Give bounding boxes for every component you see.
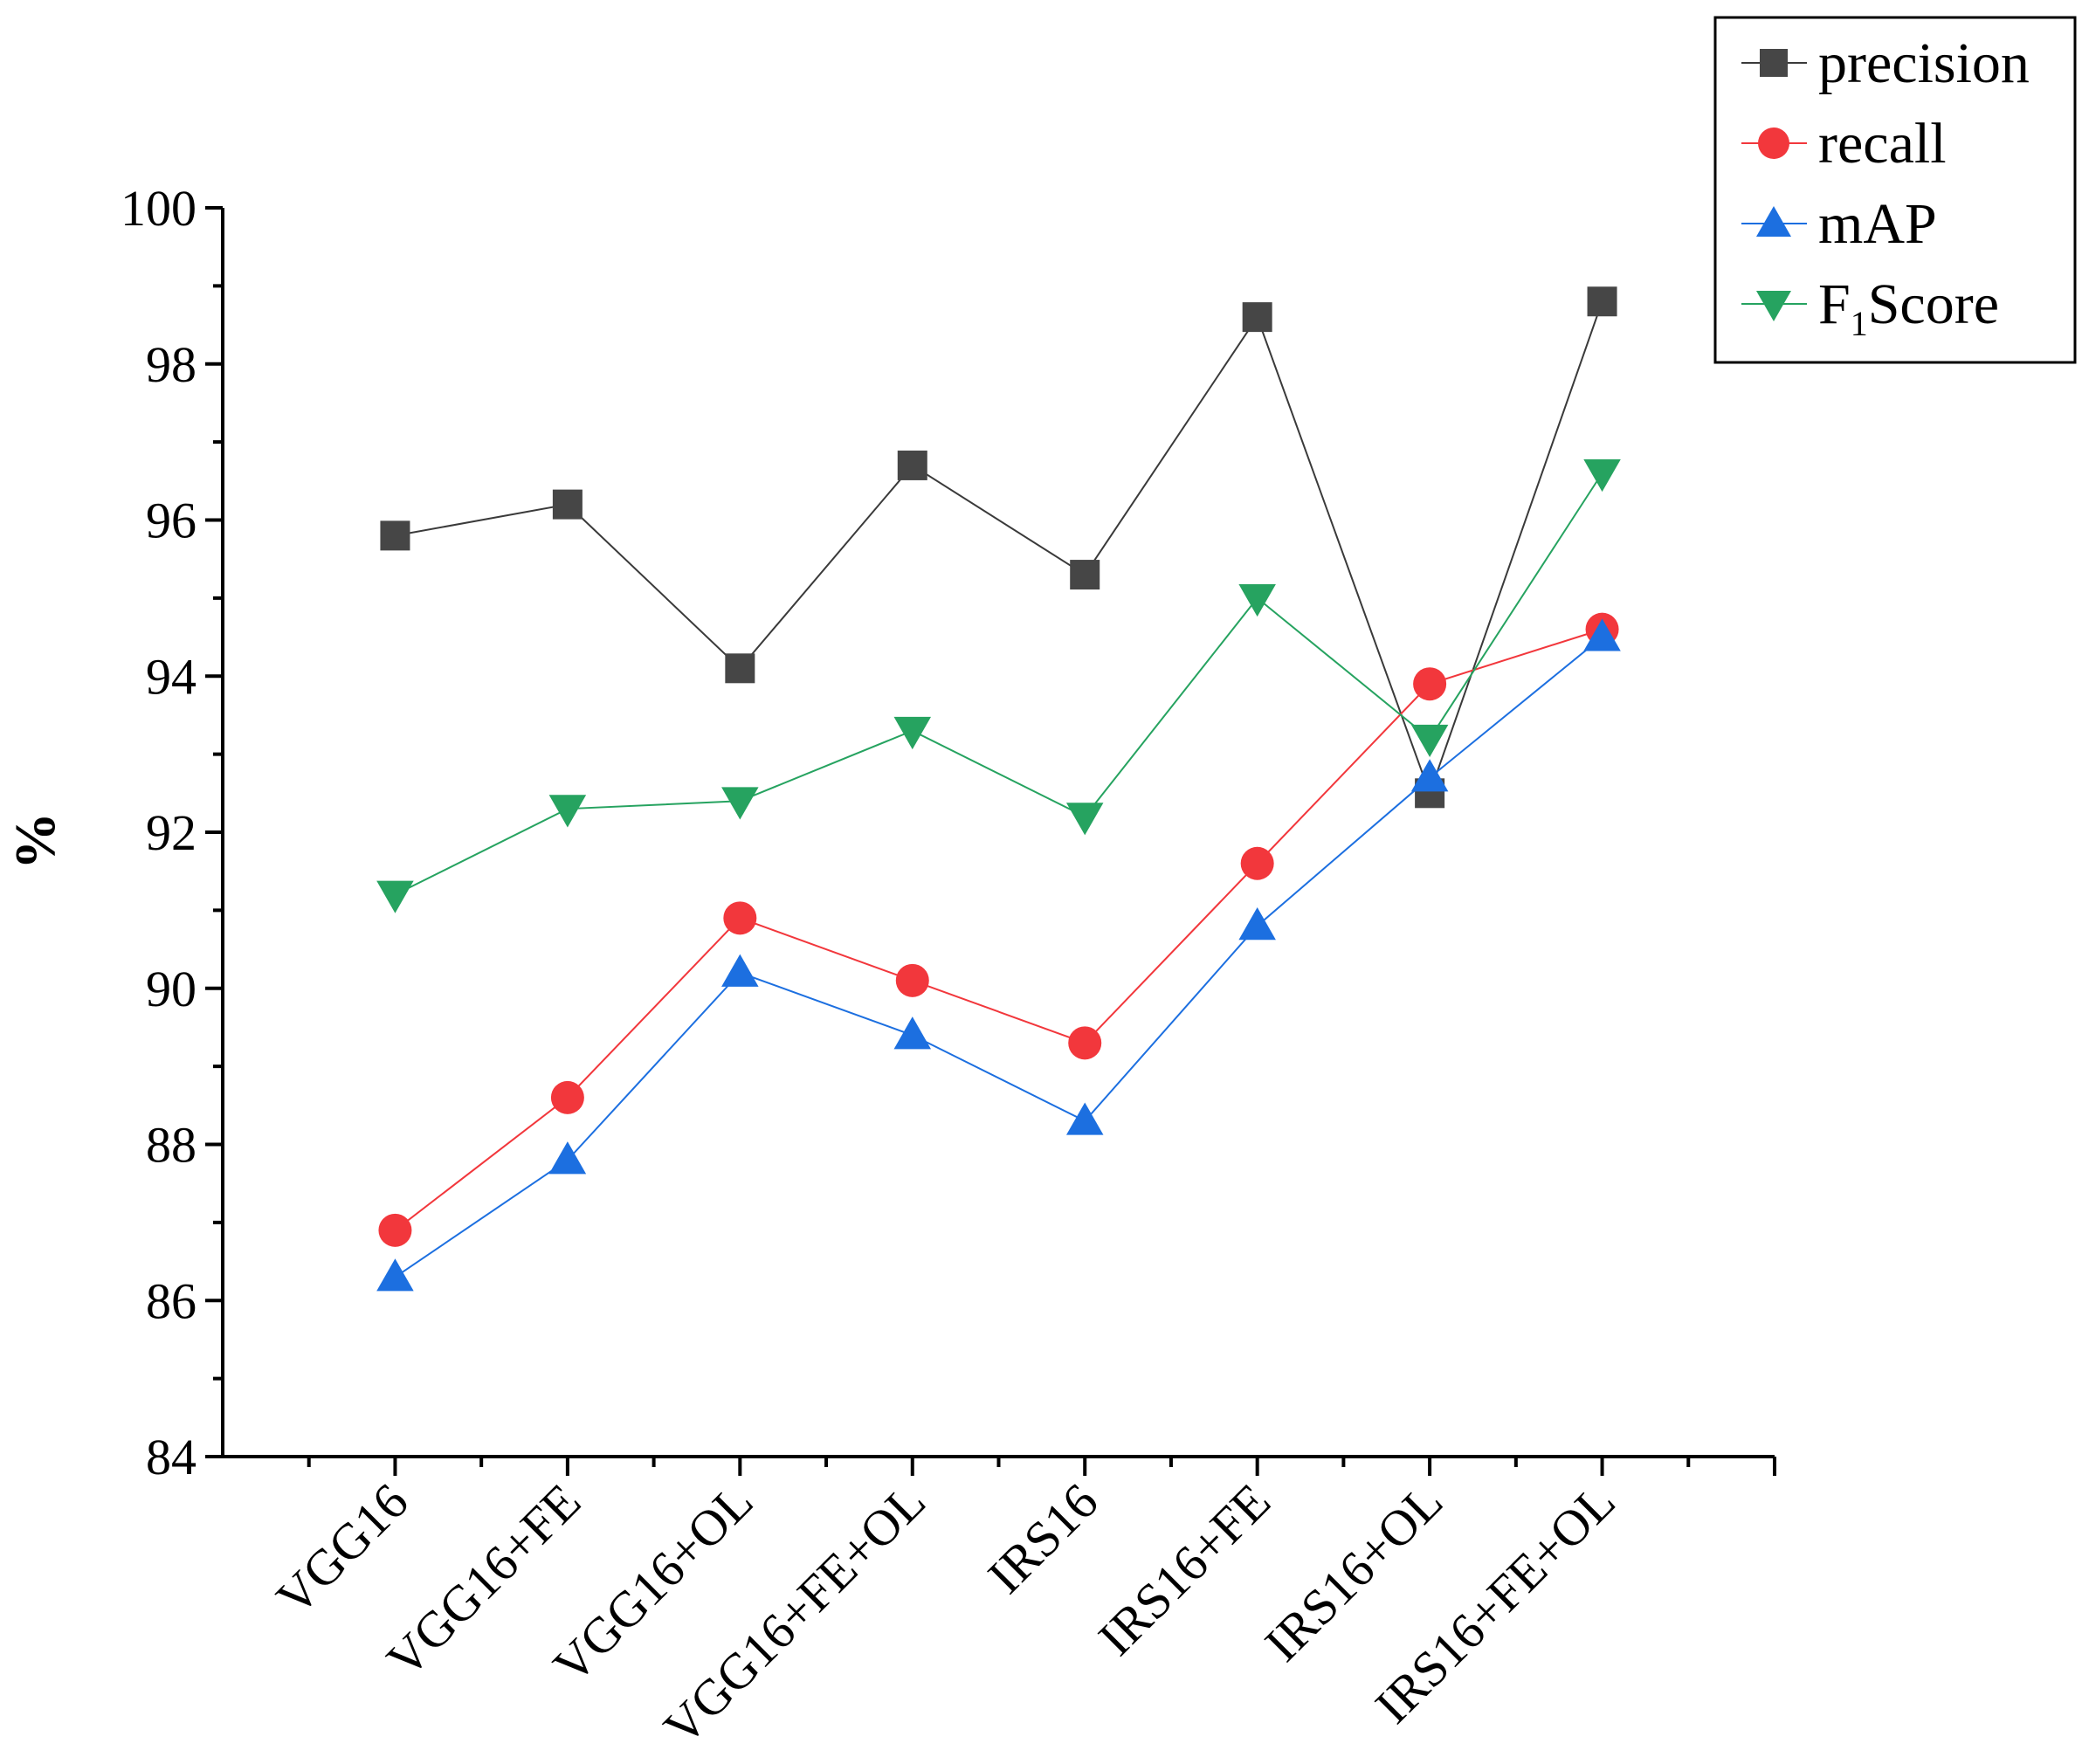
y-tick-label: 100 — [121, 180, 196, 237]
data-point-recall — [1240, 846, 1274, 880]
data-point-mAP — [1238, 907, 1276, 941]
legend-marker — [1760, 49, 1788, 77]
legend-marker — [1758, 127, 1789, 159]
series-F1Score — [376, 458, 1621, 913]
series-recall — [378, 612, 1619, 1247]
data-point-F1Score — [376, 880, 414, 913]
data-point-mAP — [721, 954, 759, 987]
series-mAP — [376, 618, 1621, 1292]
y-tick-label: 88 — [146, 1117, 196, 1174]
data-point-mAP — [893, 1016, 932, 1050]
legend: precision recall mAP F1Score — [1713, 16, 2077, 364]
data-point-F1Score — [548, 795, 587, 828]
y-tick-label: 92 — [146, 804, 196, 861]
data-point-F1Score — [1065, 803, 1104, 836]
series-line-mAP — [394, 636, 1603, 1278]
data-point-mAP — [1410, 759, 1449, 792]
x-category-label: VGG16 — [265, 1472, 419, 1626]
data-point-F1Score — [721, 787, 759, 820]
data-point-precision — [897, 450, 927, 480]
legend-label: mAP — [1818, 192, 1937, 256]
data-point-precision — [380, 520, 410, 551]
data-point-precision — [552, 489, 583, 520]
x-category-label: IRS16+FE — [1087, 1472, 1281, 1666]
data-point-F1Score — [1238, 583, 1276, 617]
data-point-precision — [1242, 302, 1272, 333]
data-point-F1Score — [1410, 724, 1449, 757]
legend-marker — [1756, 206, 1791, 237]
y-tick-label: 90 — [146, 961, 196, 1017]
data-point-mAP — [1583, 618, 1621, 651]
data-point-recall — [1068, 1026, 1102, 1060]
data-point-recall — [378, 1213, 412, 1247]
y-axis-title: % — [3, 812, 67, 870]
legend-item-mAP: mAP — [1741, 192, 1937, 256]
legend-label: precision — [1818, 31, 2030, 95]
data-point-F1Score — [893, 716, 932, 750]
legend-label: F1Score — [1818, 272, 1999, 343]
series-layer — [376, 286, 1621, 1292]
legend-item-recall: recall — [1741, 112, 1947, 176]
data-point-recall — [895, 963, 929, 997]
legend-item-F1Score: F1Score — [1741, 272, 1999, 343]
legend-marker — [1756, 291, 1791, 321]
data-point-recall — [1413, 667, 1447, 701]
series-line-recall — [394, 628, 1603, 1231]
data-point-mAP — [376, 1258, 414, 1292]
y-tick-label: 84 — [146, 1429, 196, 1485]
x-category-label: IRS16 — [977, 1472, 1109, 1604]
data-point-recall — [723, 901, 757, 935]
y-tick-label: 96 — [146, 493, 196, 549]
series-line-precision — [395, 300, 1603, 796]
data-point-recall — [550, 1080, 584, 1114]
data-point-precision — [1070, 560, 1100, 590]
series-line-F1Score — [394, 472, 1603, 896]
data-point-mAP — [548, 1141, 587, 1175]
data-point-F1Score — [1583, 458, 1621, 493]
y-tick-label: 98 — [146, 336, 196, 393]
data-point-precision — [725, 653, 755, 684]
y-tick-label: 94 — [146, 648, 196, 705]
data-point-mAP — [1065, 1102, 1104, 1135]
legend-label: recall — [1818, 112, 1947, 176]
axes: 8486889092949698100VGG16VGG16+FEVGG16+OL… — [3, 180, 1776, 1756]
data-point-precision — [1587, 286, 1617, 317]
y-tick-label: 86 — [146, 1272, 196, 1329]
legend-item-precision: precision — [1741, 31, 2030, 95]
